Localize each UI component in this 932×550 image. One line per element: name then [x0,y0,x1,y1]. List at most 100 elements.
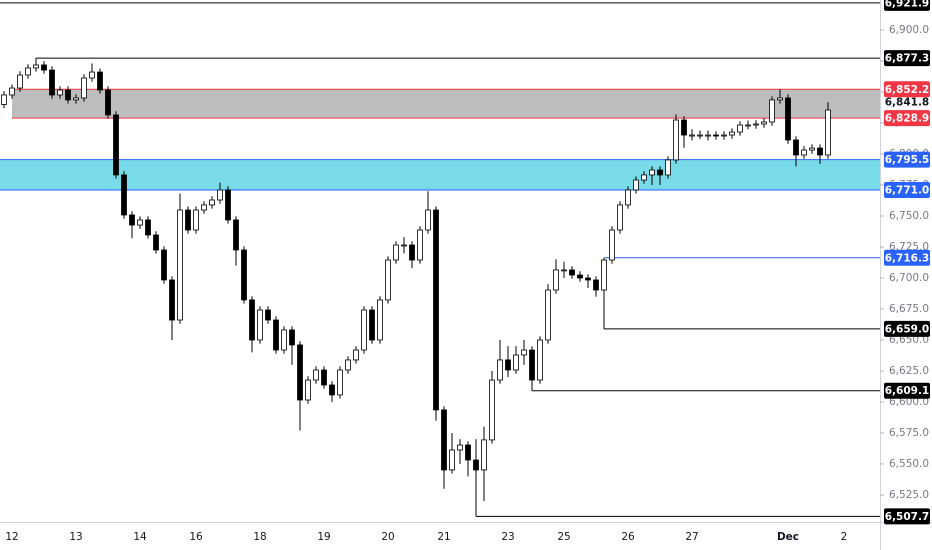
candle-body [449,449,455,471]
zone [0,159,880,190]
candle-body [577,274,583,279]
level-label: 6,877.3 [885,53,930,65]
candle-body [409,244,415,261]
candle-body [721,134,727,137]
candle-body [225,189,231,221]
candle-body [761,121,767,125]
x-tick-label: 13 [69,531,82,543]
candle-body [569,269,575,276]
candle-body [641,174,647,181]
x-tick-label: 25 [557,531,570,543]
candle-body [545,289,551,341]
y-tick-label: 6,750.0 [889,210,929,222]
candle-body [281,329,287,351]
candle-body [585,277,591,281]
x-tick-label: 19 [317,531,330,543]
candle-body [121,174,127,216]
candle-body [553,269,559,291]
candle-body [129,214,135,226]
last-price-label-bg [884,94,930,111]
level-label-bg [884,151,930,168]
candle-body [465,444,471,461]
candle-body [521,349,527,356]
candle-body [209,199,215,206]
candle-body [777,97,783,101]
y-tick-label: 6,650.0 [889,334,929,346]
candle-body [393,244,399,261]
candle-body [145,219,151,236]
candle-body [73,97,79,101]
candle-body [673,119,679,161]
candle-body [473,459,479,471]
candle-body [697,134,703,137]
candle-body [689,134,695,137]
candle-body [193,209,199,231]
zone [12,89,880,119]
candle-body [185,209,191,231]
level-label: 6,716.3 [885,252,930,264]
candle-body [729,131,735,136]
candle-body [169,279,175,321]
level-label-bg [884,320,930,337]
level-label: 6,795.5 [885,154,930,166]
candle-body [81,77,87,99]
candle-body [297,344,303,401]
candle-body [593,279,599,291]
candle-body [625,189,631,206]
candle-body [89,71,95,79]
candle-body [425,209,431,231]
candle-body [601,259,607,291]
y-tick-label: 6,550.0 [889,458,929,470]
candle-body [65,89,71,101]
level-label-bg [884,110,930,127]
candle-body [537,339,543,381]
candle-body [305,379,311,401]
level-label-bg [884,0,930,11]
candle-body [313,369,319,381]
candle-body [713,134,719,137]
candle-body [241,249,247,301]
candle-body [57,89,63,96]
candle-body [513,354,519,371]
y-tick-label: 6,525.0 [889,489,929,501]
candle-body [97,71,103,91]
candle-body [649,169,655,176]
candle-body [201,204,207,211]
candle-body [481,439,487,471]
y-tick-label: 6,575.0 [889,427,929,439]
candle-body [505,359,511,371]
candle-body [753,123,759,126]
candle-body [105,89,111,116]
candle-body [377,299,383,341]
level-label-bg [884,382,930,399]
candle-body [489,379,495,441]
candle-body [265,309,271,321]
candle-body [9,87,15,96]
candle-body [153,234,159,251]
last-price-label: 6,841.8 [885,97,930,109]
candle-body [657,169,663,176]
candle-body [665,159,671,176]
candle-body [785,97,791,141]
x-tick-label: 16 [189,531,203,543]
candle-body [337,369,343,396]
candle-body [49,69,55,96]
x-tick-label: 20 [381,531,394,543]
level-label-bg [884,50,930,67]
candle-body [329,384,335,396]
candle-body [353,349,359,361]
level-label: 6,828.9 [885,113,930,125]
x-tick-label: 2 [841,531,848,543]
y-tick-label: 6,900.0 [889,24,929,36]
candle-body [825,109,831,156]
x-tick-label: 18 [253,531,266,543]
candle-body [249,299,255,341]
level-label-bg [884,81,930,98]
candle-body [401,244,407,247]
candle-body [361,309,367,351]
y-tick-label: 6,600.0 [889,396,929,408]
candle-body [609,229,615,261]
